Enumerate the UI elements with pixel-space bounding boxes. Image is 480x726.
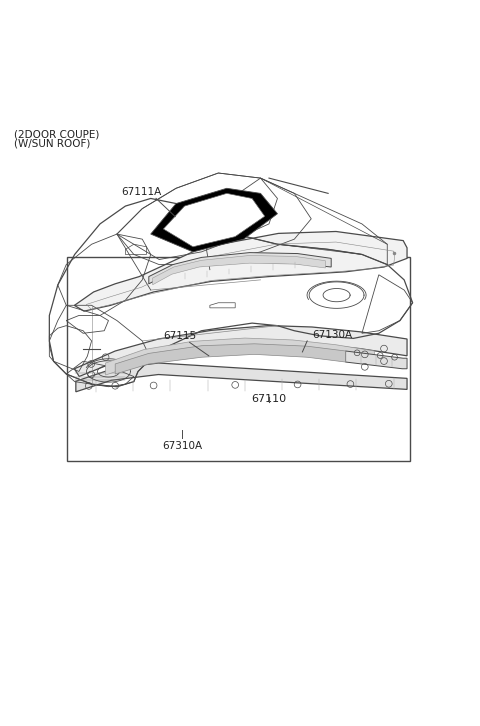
Polygon shape: [149, 253, 331, 284]
Polygon shape: [163, 193, 265, 247]
Text: 67111A: 67111A: [121, 187, 162, 197]
Polygon shape: [106, 338, 374, 375]
Bar: [67, 258, 410, 462]
Polygon shape: [153, 256, 325, 285]
Text: (W/SUN ROOF): (W/SUN ROOF): [14, 139, 91, 148]
Polygon shape: [74, 325, 407, 377]
Text: 67310A: 67310A: [162, 441, 203, 451]
Polygon shape: [151, 188, 277, 252]
Text: 67115: 67115: [163, 331, 197, 341]
Text: 67130A: 67130A: [312, 330, 352, 340]
Text: (2DOOR COUPE): (2DOOR COUPE): [14, 129, 100, 139]
Text: 67110: 67110: [251, 394, 287, 404]
Polygon shape: [76, 363, 407, 392]
Polygon shape: [115, 344, 346, 374]
Polygon shape: [346, 351, 407, 369]
Polygon shape: [74, 232, 407, 311]
